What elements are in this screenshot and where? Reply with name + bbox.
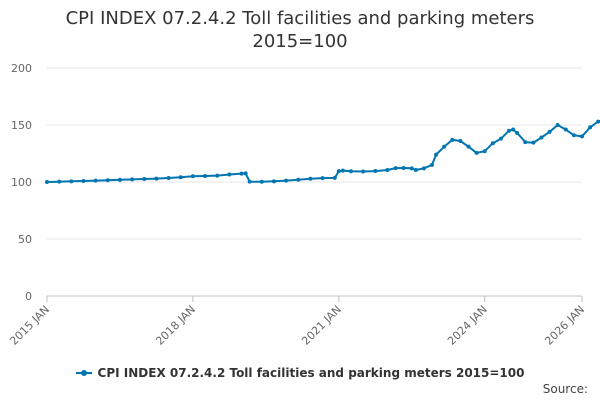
data-point xyxy=(203,173,208,178)
data-point xyxy=(227,172,232,177)
data-point xyxy=(571,133,576,138)
source-label: Source: xyxy=(542,382,588,396)
data-point xyxy=(154,176,159,181)
data-point xyxy=(320,176,325,181)
data-point xyxy=(498,136,503,141)
data-point xyxy=(596,119,600,124)
data-point xyxy=(69,179,74,184)
data-point xyxy=(117,177,122,182)
data-point xyxy=(523,140,528,145)
data-point xyxy=(130,177,135,182)
data-point xyxy=(178,175,183,180)
data-point xyxy=(142,177,147,182)
legend[interactable]: CPI INDEX 07.2.4.2 Toll facilities and p… xyxy=(0,366,600,381)
data-point xyxy=(93,178,98,183)
chart-title: CPI INDEX 07.2.4.2 Toll facilities and p… xyxy=(0,7,600,53)
data-point xyxy=(515,130,520,135)
data-point xyxy=(296,177,301,182)
data-point xyxy=(166,176,171,181)
data-point xyxy=(490,141,495,146)
data-point xyxy=(539,135,544,140)
data-point xyxy=(271,179,276,184)
x-tick-label: 2015 JAN xyxy=(7,303,52,348)
data-point xyxy=(555,123,560,127)
data-point xyxy=(361,169,366,174)
data-point xyxy=(308,176,313,181)
chart-title-line-1: CPI INDEX 07.2.4.2 Toll facilities and p… xyxy=(65,8,535,29)
x-tick-label: 2021 JAN xyxy=(299,303,344,348)
x-tick-label: 2018 JAN xyxy=(153,303,198,348)
data-point xyxy=(580,134,584,139)
y-tick-label: 100 xyxy=(11,176,32,189)
data-point xyxy=(547,129,552,134)
data-point xyxy=(243,171,248,176)
data-point xyxy=(259,179,264,184)
data-point xyxy=(190,174,195,179)
data-point xyxy=(105,178,110,183)
data-point xyxy=(563,127,568,132)
data-point xyxy=(430,162,435,167)
data-point xyxy=(511,127,516,132)
data-point xyxy=(588,125,593,130)
data-point xyxy=(474,150,479,155)
data-point xyxy=(434,152,439,157)
data-point xyxy=(332,175,337,180)
legend-label: CPI INDEX 07.2.4.2 Toll facilities and p… xyxy=(97,366,525,380)
data-point xyxy=(81,178,86,183)
data-point xyxy=(466,144,471,149)
data-point xyxy=(57,179,62,184)
data-point xyxy=(413,168,418,173)
legend-line-marker-icon xyxy=(75,368,92,378)
data-point xyxy=(373,169,378,174)
y-tick-label: 50 xyxy=(18,233,32,246)
data-point xyxy=(401,165,406,170)
series-line xyxy=(46,120,600,183)
data-point xyxy=(284,178,289,183)
y-tick-label: 150 xyxy=(11,119,32,132)
data-point xyxy=(340,168,345,173)
data-point xyxy=(393,166,398,171)
data-point xyxy=(409,166,414,171)
chart-title-line-2: 2015=100 xyxy=(252,31,348,52)
y-tick-label: 200 xyxy=(11,62,32,75)
data-point xyxy=(450,137,455,142)
data-point xyxy=(239,171,244,176)
data-point xyxy=(421,166,426,171)
data-point xyxy=(507,128,512,133)
x-tick-label: 2026 JAN xyxy=(542,303,587,348)
x-tick-label: 2024 JAN xyxy=(445,303,490,348)
y-tick-label: 0 xyxy=(25,290,32,303)
data-point xyxy=(531,140,536,145)
data-point xyxy=(458,138,463,143)
data-point xyxy=(348,169,353,174)
data-point xyxy=(385,168,390,173)
data-point xyxy=(442,144,447,149)
data-point xyxy=(215,173,220,178)
data-point xyxy=(247,179,252,184)
data-point xyxy=(45,180,49,184)
data-point xyxy=(336,169,341,174)
legend-item[interactable]: CPI INDEX 07.2.4.2 Toll facilities and p… xyxy=(75,366,525,380)
data-point xyxy=(482,149,487,154)
